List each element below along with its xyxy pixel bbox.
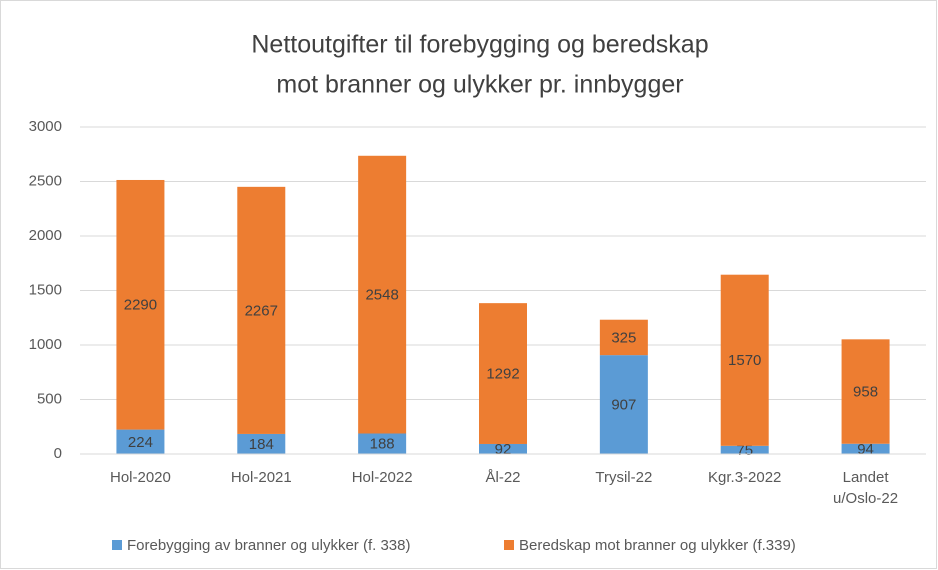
data-label: 224 <box>128 434 153 451</box>
x-tick-label: Hol-2020 <box>110 469 171 486</box>
bar-segment <box>116 179 165 430</box>
bar-segment <box>479 443 527 454</box>
y-tick-label: 2500 <box>29 172 62 189</box>
y-tick-label: 3000 <box>29 118 62 135</box>
legend-label: Beredskap mot branner og ulykker (f.339) <box>519 537 796 554</box>
data-label: 2267 <box>245 302 278 319</box>
data-label: 2548 <box>365 287 398 304</box>
x-tick-label: Kgr.3-2022 <box>708 469 781 486</box>
bar-segment <box>841 443 890 454</box>
legend-swatch <box>504 540 514 550</box>
data-label: 958 <box>853 384 878 401</box>
chart-title: Nettoutgifter til forebygging og beredsk… <box>251 31 708 59</box>
bar-segment <box>479 303 527 444</box>
bar-segment <box>237 433 286 454</box>
data-label: 2290 <box>124 297 157 314</box>
data-label: 1570 <box>728 352 761 369</box>
data-label: 75 <box>736 442 753 459</box>
x-tick-label: Hol-2022 <box>352 469 413 486</box>
bar-segment <box>599 319 648 356</box>
bar-segment <box>841 339 890 444</box>
x-tick-label: Landet u/Oslo-22 <box>833 469 898 507</box>
data-label: 184 <box>249 436 274 453</box>
legend-swatch <box>112 540 122 550</box>
bar-segment <box>358 433 407 454</box>
x-tick-label: Ål-22 <box>485 469 520 486</box>
bar-segment <box>720 274 769 446</box>
x-tick-label: Trysil-22 <box>595 469 652 486</box>
bar-segment <box>237 186 286 434</box>
legend-label: Forebygging av branner og ulykker (f. 33… <box>127 537 410 554</box>
y-tick-label: 2000 <box>29 227 62 244</box>
y-tick-label: 0 <box>54 445 62 462</box>
data-label: 188 <box>370 436 395 453</box>
bar-segment <box>358 155 407 434</box>
data-label: 1292 <box>486 366 519 383</box>
chart-title: mot branner og ulykker pr. innbygger <box>276 71 683 99</box>
y-tick-label: 500 <box>37 390 62 407</box>
x-tick-label: Hol-2021 <box>231 469 292 486</box>
bar-segment <box>720 445 769 454</box>
bar-segment <box>599 355 648 454</box>
bar-segment <box>116 429 165 454</box>
y-tick-label: 1000 <box>29 336 62 353</box>
data-label: 907 <box>611 397 636 414</box>
data-label: 325 <box>611 329 636 346</box>
y-tick-label: 1500 <box>29 281 62 298</box>
